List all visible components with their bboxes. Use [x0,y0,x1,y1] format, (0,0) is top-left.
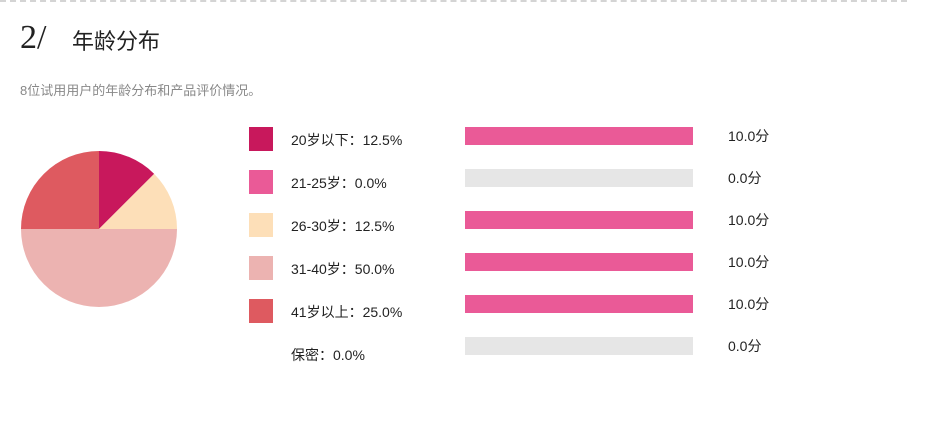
pie-slice [99,173,177,229]
legend-swatch [249,170,273,194]
pie-slice [21,151,99,229]
age-pie-chart [21,151,177,307]
legend-label: 保密：0.0% [291,347,365,363]
score-bar-track [465,211,693,229]
score-bar-track [465,253,693,271]
score-value: 10.0分 [728,254,770,270]
legend-item: 20岁以下：12.5% [249,127,469,151]
legend-item: 21-25岁：0.0% [249,170,469,194]
score-value: 10.0分 [728,212,770,228]
score-bar-track [465,337,693,355]
pie-slice [21,229,177,307]
score-bar-fill [465,295,693,313]
legend-label: 20岁以下：12.5% [291,132,403,148]
score-bar-track [465,127,693,145]
score-bar-fill [465,127,693,145]
score-bar-fill [465,253,693,271]
legend-item: 26-30岁：12.5% [249,213,469,237]
score-bar-fill [465,211,693,229]
score-bar-row: 0.0分 [465,169,785,187]
score-value: 0.0分 [728,338,762,354]
score-bar-row: 10.0分 [465,211,785,229]
score-bar-row: 0.0分 [465,337,785,355]
legend-swatch [249,127,273,151]
legend-item: 保密：0.0% [249,342,469,366]
section-title: 年龄分布 [72,29,161,54]
top-dashed-divider [0,0,907,2]
score-value: 10.0分 [728,128,770,144]
section-number: 2/ [20,19,47,56]
legend-item: 31-40岁：50.0% [249,256,469,280]
legend-swatch [249,256,273,280]
score-bar-track [465,169,693,187]
section-description: 8位试用用户的年龄分布和产品评价情况。 [20,83,262,98]
legend-swatch [249,299,273,323]
legend-swatch [249,213,273,237]
score-bar-row: 10.0分 [465,295,785,313]
score-bar-row: 10.0分 [465,253,785,271]
score-value: 0.0分 [728,170,762,186]
legend-label: 31-40岁：50.0% [291,261,395,277]
legend-item: 41岁以上：25.0% [249,299,469,323]
score-bar-row: 10.0分 [465,127,785,145]
score-bar-track [465,295,693,313]
pie-slice [99,151,155,229]
legend-label: 21-25岁：0.0% [291,175,387,191]
legend-label: 41岁以上：25.0% [291,304,403,320]
legend-label: 26-30岁：12.5% [291,218,395,234]
score-value: 10.0分 [728,296,770,312]
